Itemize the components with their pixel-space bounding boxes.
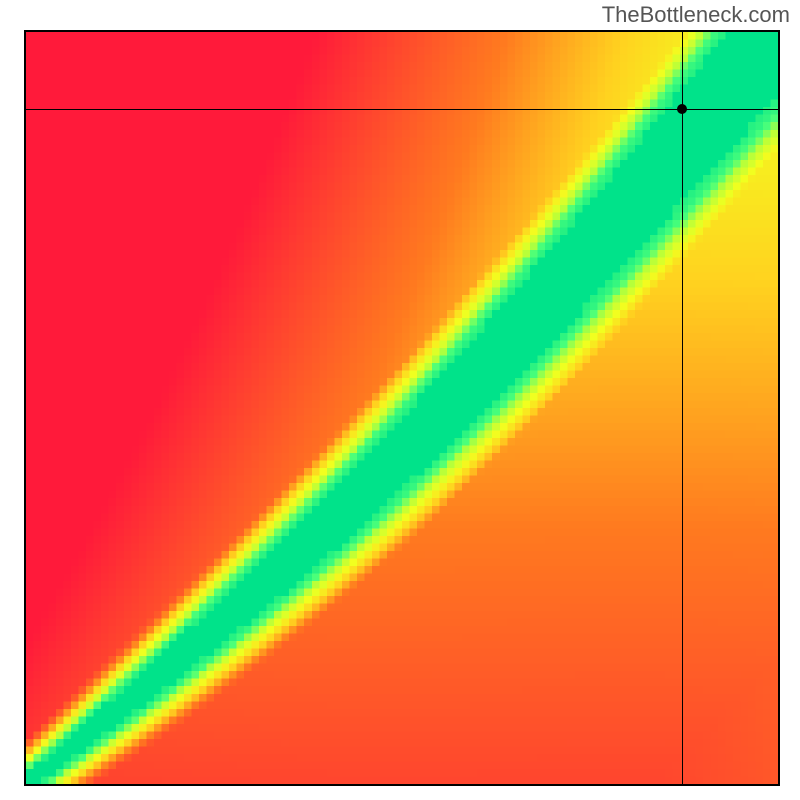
plot-area (24, 30, 780, 786)
heatmap-canvas (26, 32, 778, 784)
crosshair-marker (677, 104, 687, 114)
watermark-text: TheBottleneck.com (602, 2, 790, 28)
crosshair-vertical (682, 32, 683, 784)
crosshair-horizontal (26, 109, 778, 110)
